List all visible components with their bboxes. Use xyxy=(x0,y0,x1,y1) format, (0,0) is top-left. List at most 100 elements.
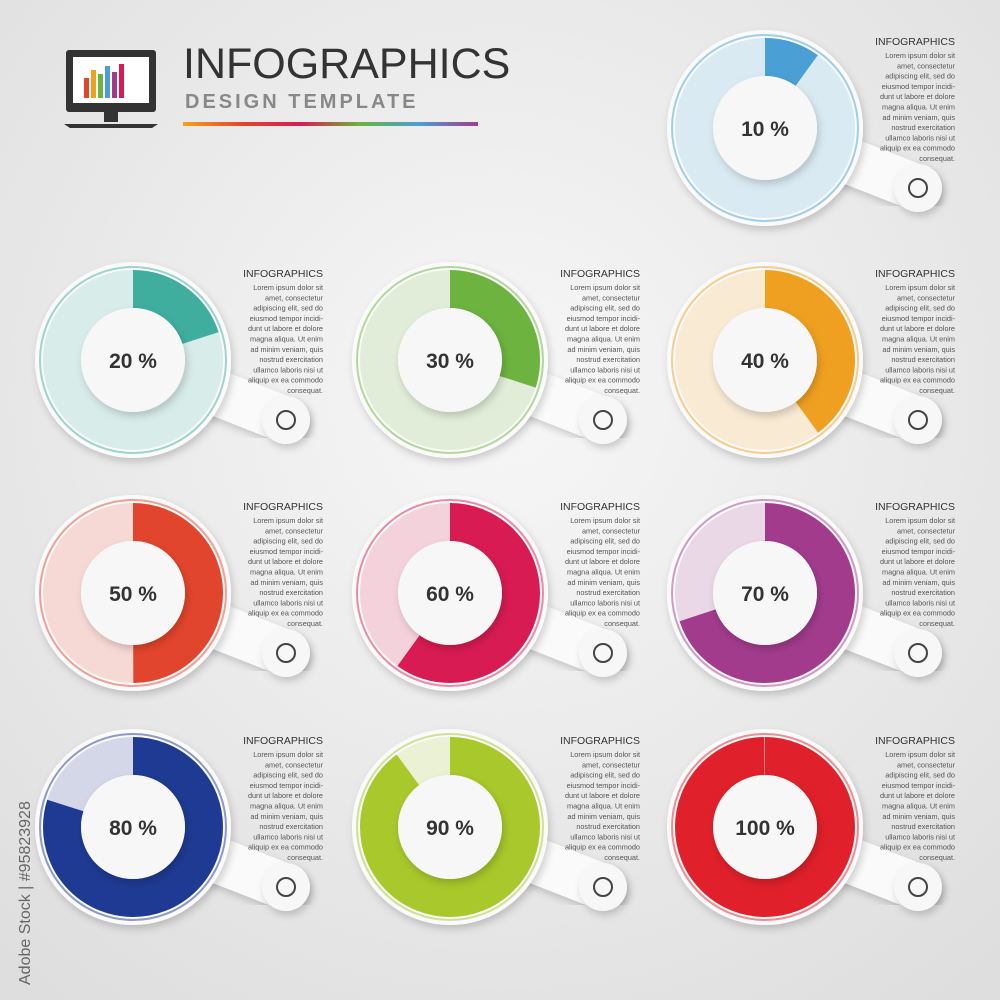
block-line: adipiscing elit, sed do xyxy=(885,304,955,313)
block-line: amet, consectetur xyxy=(582,293,641,302)
block-line: amet, consectetur xyxy=(897,760,956,769)
block-line: eiusmod tempor incidi- xyxy=(250,547,324,556)
block-line: magna aliqua. Ut enim xyxy=(567,335,640,344)
icon xyxy=(593,410,613,430)
block-line: aliquip ex ea commodo xyxy=(565,376,640,385)
block-line: ullamco laboris nisi ut xyxy=(253,598,323,607)
block-line: Lorem ipsum dolor sit xyxy=(253,750,323,759)
block-line: eiusmod tempor incidi- xyxy=(882,781,956,790)
gauge-center xyxy=(713,308,817,412)
block-line: nostrud exercitation xyxy=(891,123,955,132)
value-label: 40 % xyxy=(741,350,789,373)
block-heading: INFOGRAPHICS xyxy=(875,268,955,280)
block-line: adipiscing elit, sed do xyxy=(253,537,323,546)
icon xyxy=(908,643,928,663)
block-line: Lorem ipsum dolor sit xyxy=(570,283,640,292)
icon-button xyxy=(262,863,310,911)
gauge-center xyxy=(81,308,185,412)
block-line: consequat. xyxy=(604,386,640,395)
icon-button xyxy=(894,863,942,911)
block-line: amet, consectetur xyxy=(582,526,641,535)
block-line: magna aliqua. Ut enim xyxy=(882,802,955,811)
block-line: consequat. xyxy=(287,853,323,862)
gauge-value xyxy=(43,270,223,450)
block-line: nostrud exercitation xyxy=(891,822,955,831)
block-line: consequat. xyxy=(287,619,323,628)
block-line: nostrud exercitation xyxy=(259,355,323,364)
gauge: 70 % INFOGRAPHICS Lorem ipsum dolor sitame… xyxy=(667,495,956,691)
rainbow-line xyxy=(183,122,478,126)
block-line: aliquip ex ea commodo xyxy=(248,376,323,385)
block-line: magna aliqua. Ut enim xyxy=(882,335,955,344)
block-line: dunt ut labore et dolore xyxy=(248,557,323,566)
block-line: aliquip ex ea commodo xyxy=(880,144,955,153)
gauge: 50 % INFOGRAPHICS Lorem ipsum dolor sitame… xyxy=(35,495,324,691)
block-line: dunt ut labore et dolore xyxy=(880,92,955,101)
gauge-rim xyxy=(671,266,859,454)
block-line: adipiscing elit, sed do xyxy=(885,72,955,81)
block-line: eiusmod tempor incidi- xyxy=(567,781,641,790)
block-line: amet, consectetur xyxy=(897,526,956,535)
block-line: consequat. xyxy=(919,154,955,163)
block-line: Lorem ipsum dolor sit xyxy=(885,51,955,60)
block-line: magna aliqua. Ut enim xyxy=(567,802,640,811)
block-line: adipiscing elit, sed do xyxy=(253,771,323,780)
gauge-center xyxy=(81,775,185,879)
gauge: 100 % INFOGRAPHICS Lorem ipsum dolor sitam… xyxy=(667,729,956,925)
block-line: adipiscing elit, sed do xyxy=(570,304,640,313)
title: INFOGRAPHICS xyxy=(183,40,510,88)
block-line: dunt ut labore et dolore xyxy=(565,557,640,566)
block-line: dunt ut labore et dolore xyxy=(248,791,323,800)
icon-button xyxy=(894,629,942,677)
block-line: ad minim veniam, quis xyxy=(882,812,955,821)
icon xyxy=(908,877,928,897)
block-line: amet, consectetur xyxy=(897,293,956,302)
gauge-rim xyxy=(39,499,227,687)
block-line: aliquip ex ea commodo xyxy=(565,609,640,618)
icon xyxy=(593,643,613,663)
block-line: amet, consectetur xyxy=(265,760,324,769)
block-line: Lorem ipsum dolor sit xyxy=(570,516,640,525)
gauge-rim xyxy=(39,266,227,454)
block-line: adipiscing elit, sed do xyxy=(570,537,640,546)
block-line: eiusmod tempor incidi- xyxy=(567,547,641,556)
value-label: 70 % xyxy=(741,583,789,606)
monitor-icon xyxy=(64,50,158,128)
value-label: 90 % xyxy=(426,817,474,840)
block-line: eiusmod tempor incidi- xyxy=(250,314,324,323)
block-line: Lorem ipsum dolor sit xyxy=(253,283,323,292)
gauge: 60 % INFOGRAPHICS Lorem ipsum dolor sitame… xyxy=(352,495,641,691)
block-line: magna aliqua. Ut enim xyxy=(250,335,323,344)
icon-button xyxy=(579,863,627,911)
block-line: dunt ut labore et dolore xyxy=(248,324,323,333)
block-heading: INFOGRAPHICS xyxy=(560,501,640,513)
block-line: magna aliqua. Ut enim xyxy=(882,568,955,577)
block-line: ullamco laboris nisi ut xyxy=(885,365,955,374)
block-line: amet, consectetur xyxy=(582,760,641,769)
icon-button xyxy=(262,396,310,444)
gauge-center xyxy=(713,76,817,180)
icon-button xyxy=(579,629,627,677)
block-line: adipiscing elit, sed do xyxy=(885,771,955,780)
subtitle: DESIGN TEMPLATE xyxy=(185,91,419,113)
block-line: ad minim veniam, quis xyxy=(250,345,323,354)
icon-button xyxy=(894,396,942,444)
gauge-value xyxy=(675,270,855,450)
block-line: ad minim veniam, quis xyxy=(882,578,955,587)
block-line: dunt ut labore et dolore xyxy=(880,324,955,333)
block-line: aliquip ex ea commodo xyxy=(880,843,955,852)
gauge: 80 % INFOGRAPHICS Lorem ipsum dolor sitame… xyxy=(35,729,324,925)
block-line: ullamco laboris nisi ut xyxy=(570,365,640,374)
block-heading: INFOGRAPHICS xyxy=(243,735,323,747)
gauge-value xyxy=(360,270,540,450)
icon-button xyxy=(579,396,627,444)
block-line: Lorem ipsum dolor sit xyxy=(253,516,323,525)
block-line: magna aliqua. Ut enim xyxy=(250,802,323,811)
block-line: magna aliqua. Ut enim xyxy=(567,568,640,577)
block-heading: INFOGRAPHICS xyxy=(243,501,323,513)
block-line: nostrud exercitation xyxy=(259,822,323,831)
gauge-value xyxy=(675,503,855,683)
block-line: dunt ut labore et dolore xyxy=(565,791,640,800)
gauge-value xyxy=(360,503,540,683)
icon xyxy=(908,410,928,430)
